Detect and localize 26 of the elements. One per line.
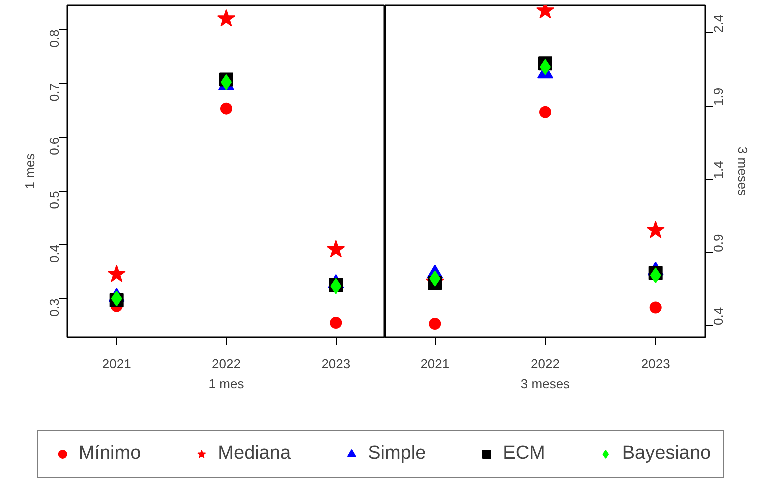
y-tick-label: 0.3 xyxy=(47,298,62,317)
x-axis-title: 1 mes xyxy=(208,376,245,392)
y-tick-label: 0.4 xyxy=(47,244,62,264)
y2-tick-label: 1.9 xyxy=(711,88,726,106)
y-axis-title: 1 mes xyxy=(22,153,38,190)
y-tick-label: 0.5 xyxy=(47,191,62,210)
y2-tick-label: 2.4 xyxy=(711,14,726,33)
x-axis-title: 3 meses xyxy=(520,376,571,392)
x-tick-label: 2021 xyxy=(420,356,450,372)
x-tick-label: 2023 xyxy=(641,356,670,372)
y2-tick-label: 0.9 xyxy=(711,234,726,252)
x-tick-label: 2022 xyxy=(531,356,560,372)
y2-tick-label: 1.4 xyxy=(711,161,726,180)
legend-label: Bayesiano xyxy=(622,443,712,465)
y-tick-label: 0.8 xyxy=(47,30,62,48)
legend-label: Simple xyxy=(368,443,426,465)
y2-axis-title: 3 meses xyxy=(736,146,750,197)
legend-label: Mediana xyxy=(218,443,292,465)
y-tick-label: 0.6 xyxy=(47,137,62,156)
legend-label: ECM xyxy=(503,443,546,465)
y2-tick-label: 0.4 xyxy=(711,307,726,326)
legend-label: Mínimo xyxy=(78,443,142,465)
x-tick-label: 2021 xyxy=(102,356,132,372)
y-tick-label: 0.7 xyxy=(47,84,62,102)
x-tick-label: 2023 xyxy=(322,356,351,372)
x-tick-label: 2022 xyxy=(212,356,241,372)
